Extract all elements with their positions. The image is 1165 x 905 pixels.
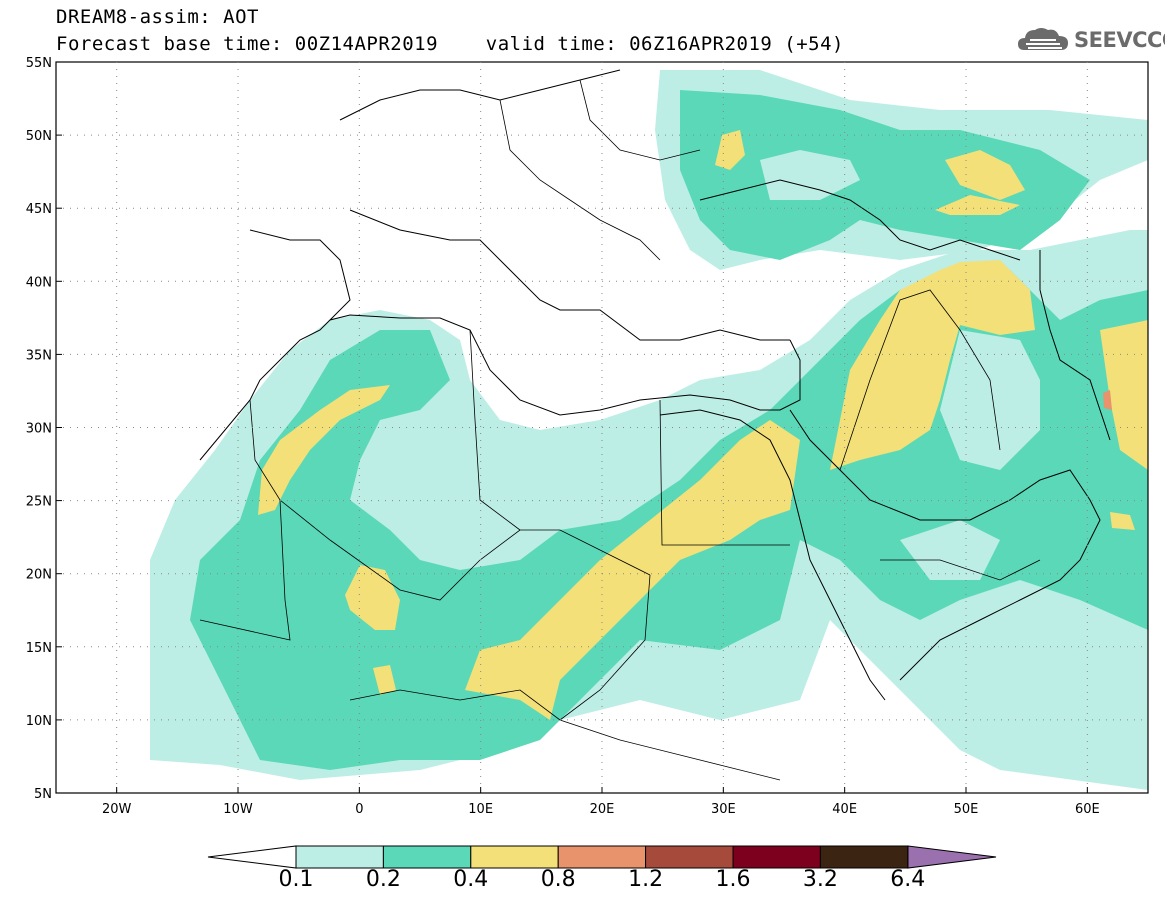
lon-label: 50E: [954, 802, 979, 817]
map-title: DREAM8-assim: AOT: [56, 6, 259, 28]
lat-label: 20N: [26, 568, 52, 583]
lon-label: 0: [355, 802, 363, 817]
colorbar-label: 6.4: [890, 867, 926, 892]
lon-label: 30E: [711, 802, 736, 817]
lon-label: 20E: [590, 802, 615, 817]
latitude-labels: 55N 50N 45N 40N 35N 30N 25N 20N 15N 10N 5N: [26, 56, 52, 802]
colorbar-box: [557, 845, 647, 869]
lon-label: 40E: [832, 802, 857, 817]
lat-label: 45N: [26, 202, 52, 217]
lat-label: 40N: [26, 275, 52, 290]
lon-label: 10E: [468, 802, 493, 817]
colorbar-label: 0.4: [453, 867, 489, 892]
colorbar-label: 3.2: [802, 867, 838, 892]
lat-label: 50N: [26, 129, 52, 144]
colorbar-box: [295, 845, 384, 869]
colorbar-label: 0.1: [278, 867, 314, 892]
colorbar-label: 0.2: [365, 867, 401, 892]
country-borders: [199, 79, 1041, 781]
logo-text: SEEVCCC: [1074, 28, 1165, 52]
colorbar-box: [470, 845, 559, 869]
graticule: [56, 61, 1148, 794]
aot-inner-0.1-0.2: [760, 150, 1040, 580]
lon-label: 60E: [1075, 802, 1100, 817]
colorbar-label: 0.8: [540, 867, 576, 892]
colorbar-box: [819, 845, 909, 869]
colorbar-under-arrow: [207, 845, 297, 869]
aot-band-0.8-1.2: [1103, 390, 1112, 410]
coastlines: [199, 69, 1111, 701]
seevccc-logo: SEEVCCC: [1016, 22, 1165, 58]
colorbar-box: [382, 845, 472, 869]
colorbar-box: [645, 845, 734, 869]
lon-label: 20W: [102, 802, 132, 817]
colorbar-box: [732, 845, 821, 869]
lat-label: 15N: [26, 641, 52, 656]
lat-label: 25N: [26, 495, 52, 510]
cloud-icon: [1018, 28, 1068, 50]
colorbar: [207, 845, 997, 869]
lat-label: 10N: [26, 714, 52, 729]
aot-band-0.4-0.8: [258, 130, 1148, 720]
longitude-labels: 20W 10W 0 10E 20E 30E 40E 50E 60E: [102, 802, 1100, 817]
colorbar-label: 1.2: [628, 867, 664, 892]
lat-label: 35N: [26, 348, 52, 363]
lon-label: 10W: [223, 802, 253, 817]
colorbar-over-arrow: [907, 845, 997, 869]
forecast-time-subtitle: Forecast base time: 00Z14APR2019 valid t…: [56, 33, 844, 55]
lat-label: 55N: [26, 56, 52, 71]
lat-label: 5N: [34, 787, 52, 802]
lat-label: 30N: [26, 422, 52, 437]
colorbar-label: 1.6: [715, 867, 751, 892]
